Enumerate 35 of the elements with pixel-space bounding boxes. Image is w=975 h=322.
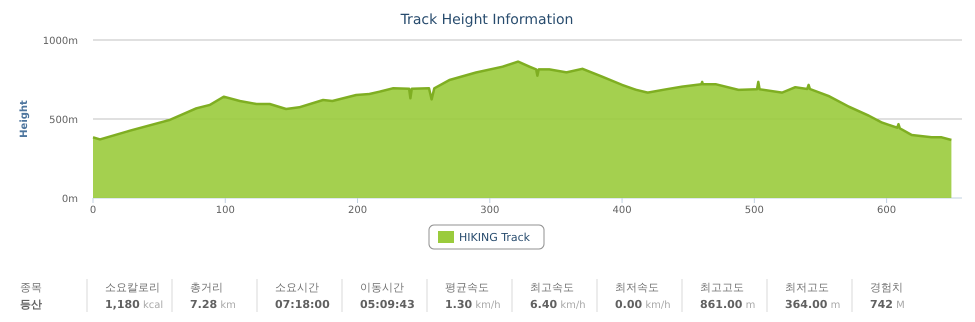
text: 6.40 km/h: [530, 298, 586, 311]
x-tick-label: 500: [744, 205, 764, 216]
category-label: 최고속도: [530, 281, 574, 294]
text: 1.30 km/h: [445, 298, 501, 311]
x-tick-label: 200: [348, 205, 368, 216]
text: 등산: [20, 298, 42, 311]
category-label: 경험치: [870, 281, 903, 294]
category-label: 종목: [20, 281, 42, 294]
category-label: 소요칼로리: [105, 281, 160, 294]
category-label: 최저고도: [785, 281, 829, 294]
text: 07:18:00: [275, 298, 330, 311]
category-label: 이동시간: [360, 281, 404, 294]
x-tick-label: 600: [877, 205, 896, 216]
text: 0.00 km/h: [615, 298, 671, 311]
y-axis-title: Height: [19, 100, 30, 138]
y-tick-label: 1000m: [42, 36, 78, 47]
x-tick-label: 0: [90, 205, 96, 216]
y-tick-label: 500m: [49, 115, 78, 126]
category-label: 총거리: [190, 281, 223, 294]
category-label: 최저속도: [615, 281, 659, 294]
chart-title: Track Height Information: [400, 12, 574, 28]
category-label: 소요시간: [275, 281, 319, 294]
text: 1,180 kcal: [105, 298, 164, 311]
text: 05:09:43: [360, 298, 415, 311]
text: 861.00 m: [700, 298, 756, 311]
text: 742 M: [870, 298, 905, 311]
category-label: 평균속도: [445, 281, 489, 294]
x-tick-label: 300: [480, 205, 500, 216]
y-tick-label: 0m: [62, 194, 78, 205]
text: 7.28 km: [190, 298, 236, 311]
x-tick-label: 100: [216, 205, 235, 216]
text: 364.00 m: [785, 298, 840, 311]
legend-label: HIKING Track: [459, 231, 531, 244]
x-tick-label: 400: [612, 205, 632, 216]
category-label: 최고고도: [700, 281, 744, 294]
